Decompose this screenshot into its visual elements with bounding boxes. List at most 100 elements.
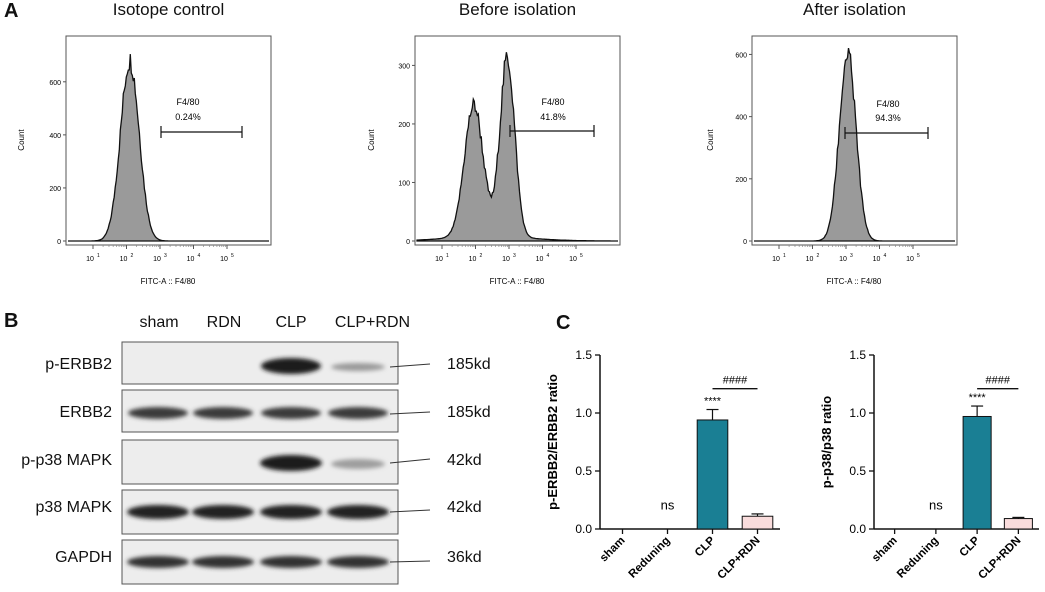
y-axis-label: Count xyxy=(706,129,715,151)
blot-strip-p-p38 xyxy=(121,439,431,485)
band-clp-rdn xyxy=(331,459,385,469)
x-tick-exponent: 4 xyxy=(547,253,550,259)
blot-strip-p38 xyxy=(121,489,431,535)
x-tick-label: 10 xyxy=(806,256,814,263)
band-sham xyxy=(128,407,188,419)
gate-percent: 94.3% xyxy=(875,113,901,123)
western-blot-svg xyxy=(121,341,431,585)
x-tick-label: CLP+RDN xyxy=(715,535,762,582)
y-tick-label: 400 xyxy=(49,133,61,140)
y-tick-label: 1.5 xyxy=(575,348,592,362)
y-tick-label: 0.0 xyxy=(575,522,592,536)
x-tick-exponent: 3 xyxy=(513,253,516,259)
x-tick-exponent: 4 xyxy=(198,253,201,259)
flow-plot-frame xyxy=(65,35,272,246)
wb-col-rdn: RDN xyxy=(206,314,242,331)
y-axis-label: Count xyxy=(17,129,26,151)
band-clp xyxy=(261,407,321,419)
x-tick-exponent: 5 xyxy=(231,253,234,259)
band-rdn xyxy=(192,556,254,568)
y-axis-label: p-ERBB2/ERBB2 ratio xyxy=(545,374,560,510)
x-tick-exponent: 2 xyxy=(817,253,820,259)
bar-chart-p-erbb2: 0.0 0.5 1.0 1.5 p-ERBB2/ERBB2 ratio sham Redun… xyxy=(545,348,780,582)
histogram xyxy=(754,47,955,242)
x-tick-label: 10 xyxy=(86,256,94,263)
kd-pointer xyxy=(389,458,431,464)
panel-letter-c: C xyxy=(556,312,571,334)
band-clp-rdn xyxy=(328,407,388,419)
wb-kd-gapdh: 36kd xyxy=(447,549,482,566)
histogram xyxy=(68,54,269,242)
y-tick-label: 0 xyxy=(406,239,410,246)
x-axis-label: FITC-A :: F4/80 xyxy=(490,277,545,286)
x-tick-label: CLP+RDN xyxy=(976,535,1023,582)
bar xyxy=(741,515,774,530)
flow-plot-frame xyxy=(414,35,621,246)
y-tick-label: 600 xyxy=(735,52,747,59)
wb-kd-p38: 42kd xyxy=(447,499,482,516)
blot-strip-gapdh xyxy=(121,539,431,585)
x-tick-label: 10 xyxy=(569,256,577,263)
x-tick-exponent: 2 xyxy=(131,253,134,259)
band-clp xyxy=(261,358,321,374)
x-axis-label: FITC-A :: F4/80 xyxy=(827,277,882,286)
y-tick-label: 1.0 xyxy=(575,406,592,420)
wb-kd-erbb2: 185kd xyxy=(447,404,491,421)
x-tick-exponent: 3 xyxy=(164,253,167,259)
blot-strip-erbb2 xyxy=(121,389,431,433)
flow-panel-svg: F4/80 0.24% FITC-A :: F4/80 Count 020040… xyxy=(17,35,958,286)
x-tick-label: 10 xyxy=(220,256,228,263)
gate-label: F4/80 xyxy=(541,97,564,107)
y-tick-label: 300 xyxy=(398,63,410,70)
x-tick-label: Reduning xyxy=(627,535,673,581)
x-tick-label: 10 xyxy=(153,256,161,263)
annotation-stars: **** xyxy=(704,396,722,408)
y-tick-label: 1.5 xyxy=(849,348,866,362)
x-tick-label: 10 xyxy=(906,256,914,263)
x-tick-exponent: 5 xyxy=(917,253,920,259)
band-clp-rdn xyxy=(331,363,385,371)
bar xyxy=(696,419,729,530)
bar-charts-svg: 0.0 0.5 1.0 1.5 p-ERBB2/ERBB2 ratio sham Redun… xyxy=(545,348,1039,582)
y-tick-label: 0.5 xyxy=(575,464,592,478)
wb-col-clp: CLP xyxy=(275,314,307,331)
y-tick-label: 200 xyxy=(735,177,747,184)
y-tick-label: 1.0 xyxy=(849,406,866,420)
flow-plot-after: F4/80 94.3% FITC-A :: F4/80 Count 0 200 40… xyxy=(706,35,958,286)
x-tick-label: sham xyxy=(598,535,628,565)
annotation-hash: #### xyxy=(723,375,748,387)
x-tick-label: 10 xyxy=(469,256,477,263)
flow-plot-isotype: F4/80 0.24% FITC-A :: F4/80 Count 0 200 40… xyxy=(17,35,272,286)
flow-title-isotype: Isotope control xyxy=(112,0,225,19)
x-tick-exponent: 1 xyxy=(446,253,449,259)
band-clp xyxy=(260,455,322,471)
y-tick-label: 0.0 xyxy=(849,522,866,536)
annotation-stars: **** xyxy=(969,392,987,404)
band-rdn xyxy=(193,407,253,419)
gate-label: F4/80 xyxy=(876,99,899,109)
wb-row-label-erbb2: ERBB2 xyxy=(59,404,112,421)
panel-letter-a: A xyxy=(4,0,19,22)
band-sham xyxy=(127,505,189,519)
bar xyxy=(962,415,992,530)
x-tick-label: 10 xyxy=(536,256,544,263)
x-tick-label: 10 xyxy=(502,256,510,263)
x-axis-label: FITC-A :: F4/80 xyxy=(141,277,196,286)
band-clp-rdn xyxy=(327,505,389,519)
band-clp xyxy=(260,505,322,519)
y-axis-label: Count xyxy=(367,129,376,151)
annotation-ns: ns xyxy=(929,497,943,512)
band-clp xyxy=(260,556,322,568)
y-tick-label: 0.5 xyxy=(849,464,866,478)
wb-col-clp-rdn: CLP+RDN xyxy=(334,314,411,331)
x-tick-exponent: 3 xyxy=(850,253,853,259)
x-tick-label: 10 xyxy=(873,256,881,263)
x-tick-exponent: 5 xyxy=(580,253,583,259)
histogram xyxy=(416,52,618,242)
x-tick-label: CLP xyxy=(957,534,982,559)
y-tick-label: 400 xyxy=(735,115,747,122)
panel-letter-b: B xyxy=(4,310,19,332)
x-tick-label: 10 xyxy=(120,256,128,263)
kd-pointer xyxy=(389,560,431,563)
